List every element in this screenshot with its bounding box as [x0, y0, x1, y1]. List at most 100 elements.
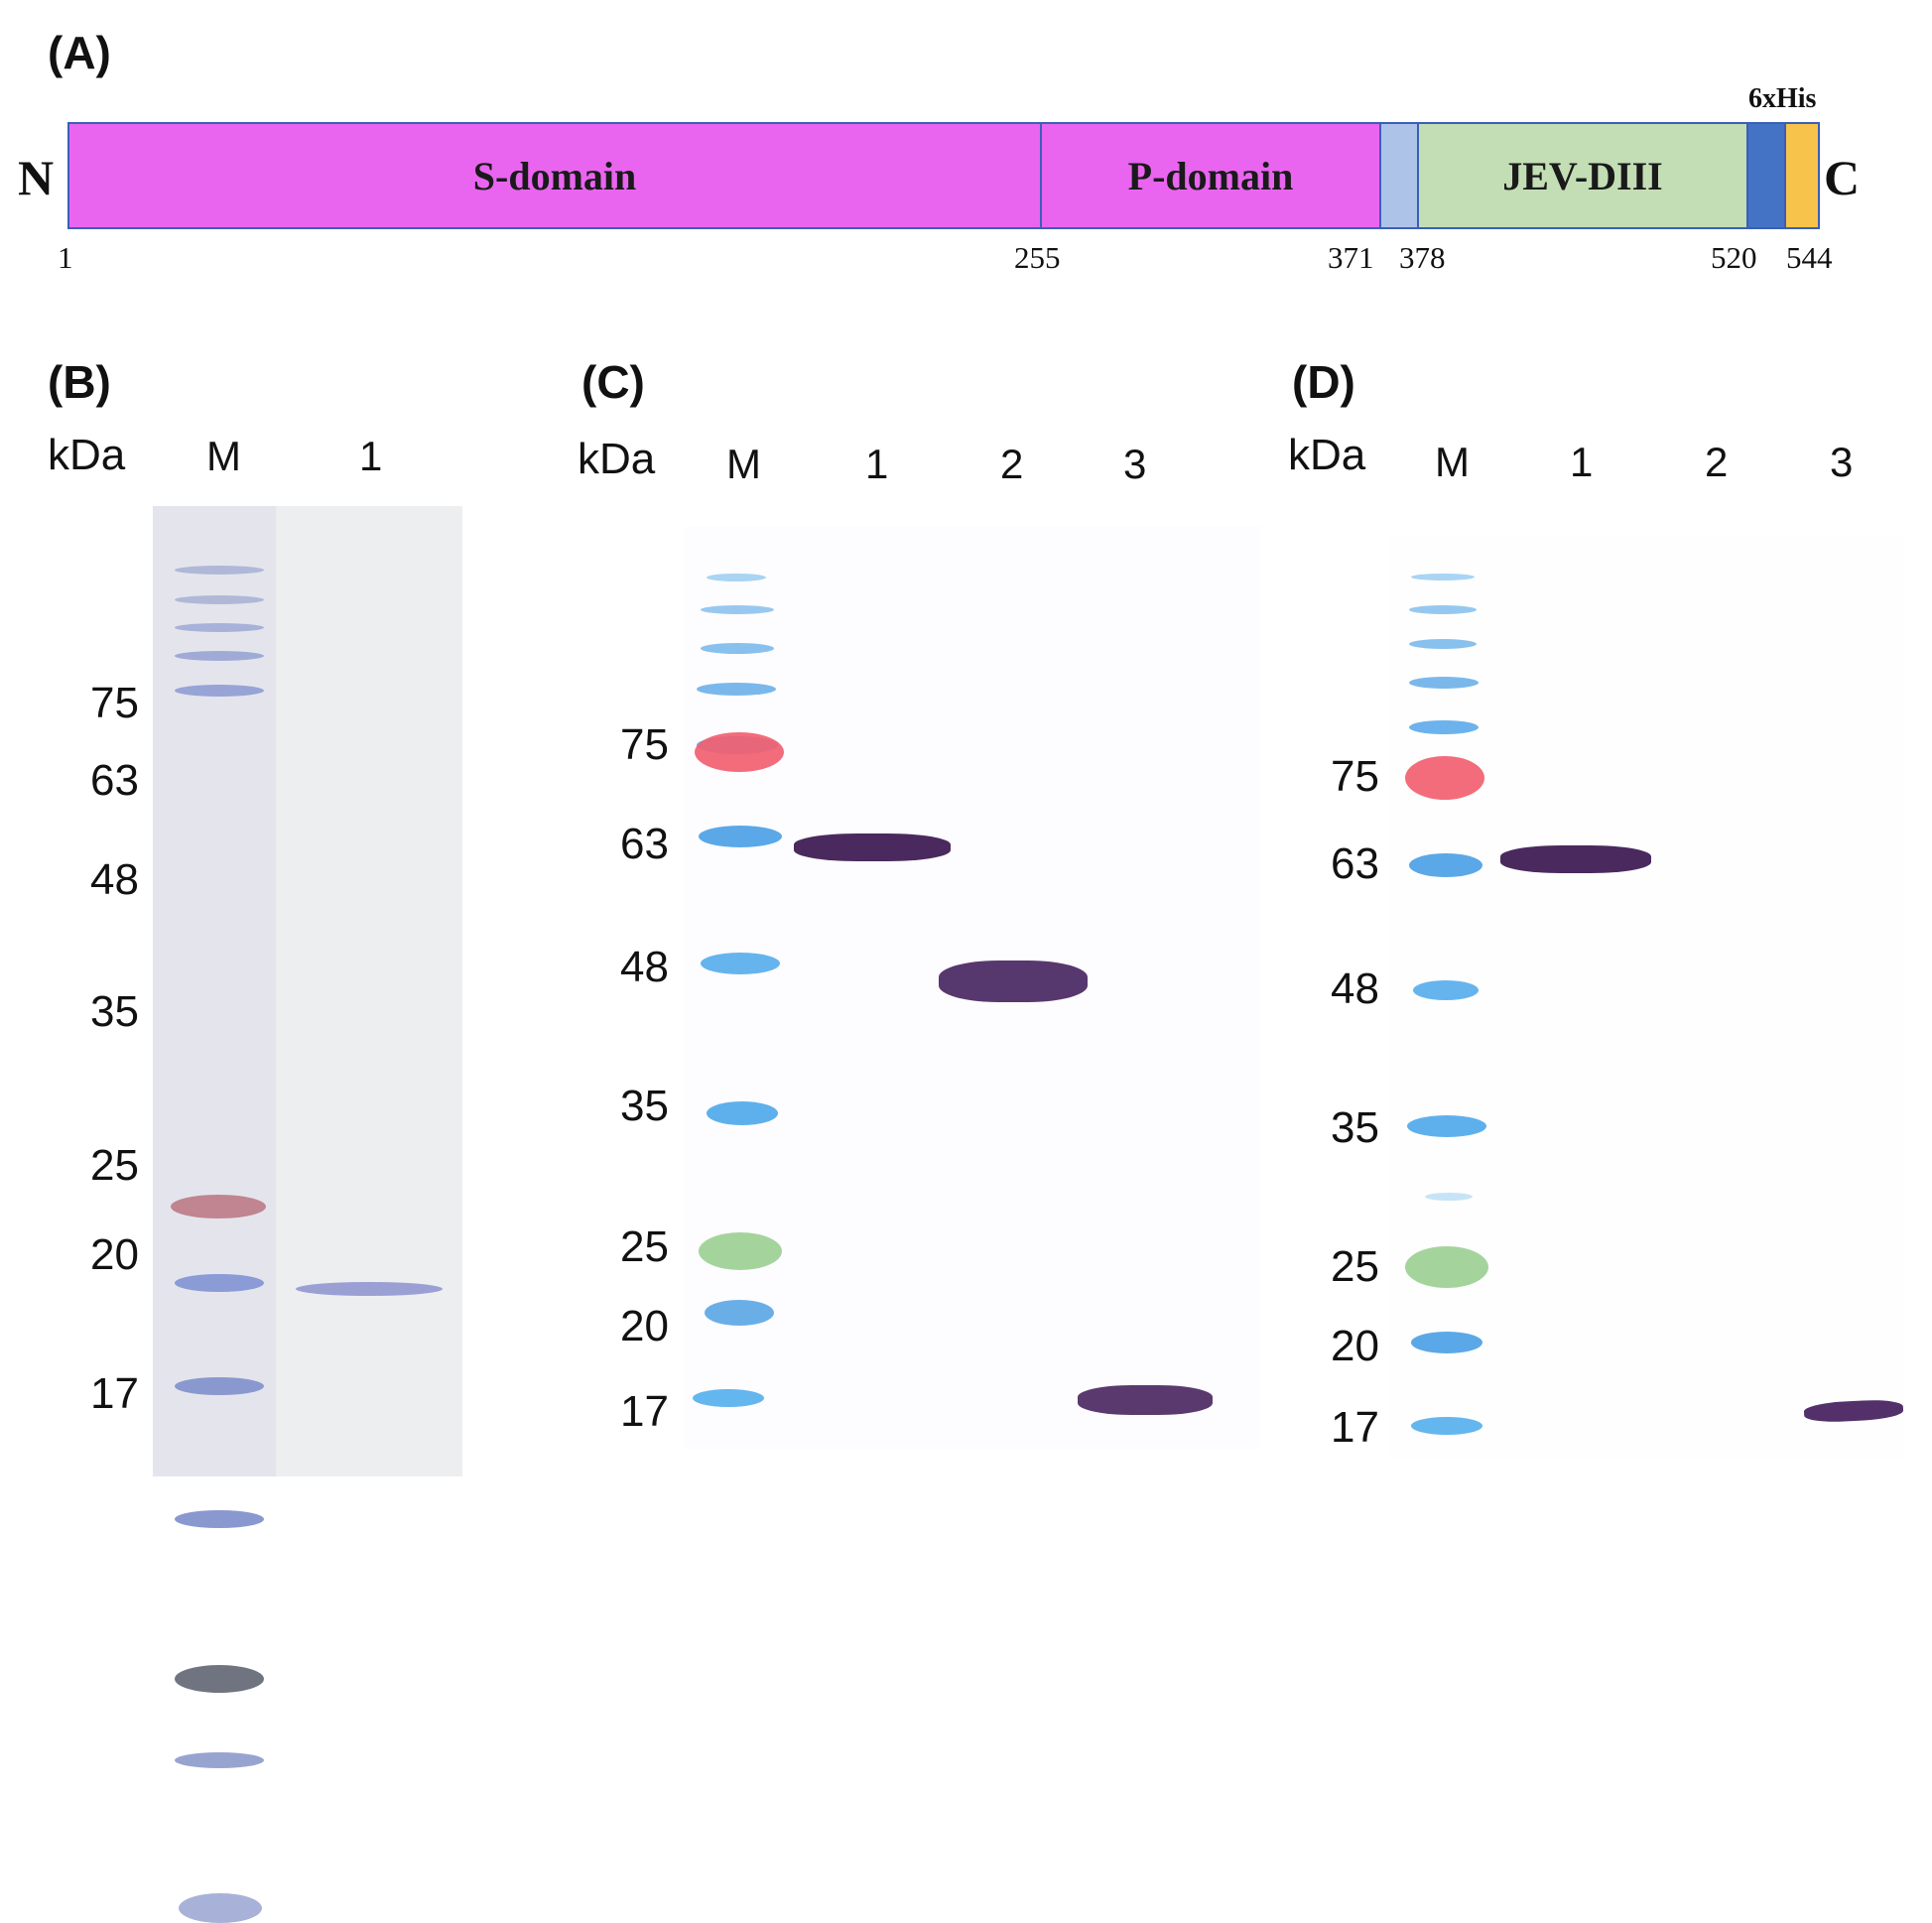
panel-b-ladder-band	[175, 685, 264, 697]
panel-b-kda-label: kDa	[48, 431, 126, 479]
panel-b-sample-band	[296, 1282, 443, 1296]
panel-c-marker-20: 20	[620, 1302, 669, 1350]
panel-c-lane-1: 1	[865, 441, 889, 487]
linker-segment	[1379, 122, 1419, 229]
panel-b-marker-35: 35	[90, 987, 139, 1036]
panel-b-ladder-band-48	[175, 1377, 264, 1395]
panel-c-ladder-band	[701, 605, 774, 614]
panel-b-ladder-band	[175, 651, 264, 661]
panel-c-marker-75: 75	[620, 720, 669, 769]
panel-d-lane-2: 2	[1705, 439, 1729, 485]
p-domain-segment: P-domain	[1040, 122, 1381, 229]
panel-d-lane-1-band	[1500, 845, 1651, 873]
panel-a-label: (A)	[48, 27, 111, 78]
n-terminus-label: N	[18, 150, 55, 205]
panel-d-ladder-band	[1409, 677, 1479, 689]
panel-d-ladder-band-63	[1409, 853, 1482, 877]
his-tag-segment	[1746, 122, 1786, 229]
panel-d-ladder-band-25	[1405, 1246, 1488, 1288]
panel-b-ladder-band	[175, 595, 264, 604]
panel-d-ladder-band	[1409, 720, 1479, 734]
panel-c-lane-2-band	[939, 961, 1088, 1002]
panel-c-ladder-band	[697, 683, 776, 696]
panel-c-ladder-band	[707, 574, 766, 581]
panel-c-marker-48: 48	[620, 943, 669, 991]
panel-b-marker-75: 75	[90, 679, 139, 727]
jev-diii-label: JEV-DIII	[1502, 153, 1663, 198]
panel-b-ladder-band	[175, 623, 264, 632]
panel-d-marker-35: 35	[1331, 1103, 1379, 1152]
panel-d-marker-25: 25	[1331, 1242, 1379, 1291]
position-255: 255	[1014, 240, 1061, 275]
panel-c-kda-label: kDa	[578, 435, 656, 483]
panel-c-lane-3: 3	[1123, 441, 1147, 487]
panel-b-marker-48: 48	[90, 855, 139, 904]
panel-c-ladder-band	[701, 643, 774, 654]
panel-c-marker-25: 25	[620, 1222, 669, 1271]
panel-c-ladder-band-20	[705, 1300, 774, 1326]
panel-c-ladder-band-75	[695, 732, 784, 772]
panel-c-lane-m: M	[726, 441, 761, 487]
panel-c-lane-3-band	[1078, 1385, 1213, 1415]
panel-d-marker-48: 48	[1331, 964, 1379, 1013]
panel-d-lane-m: M	[1435, 439, 1470, 485]
panel-c-lane-1-band	[794, 833, 951, 861]
panel-c-marker-63: 63	[620, 820, 669, 868]
position-520: 520	[1711, 240, 1757, 275]
p-domain-label: P-domain	[1127, 153, 1294, 198]
position-378: 378	[1399, 240, 1446, 275]
panel-d-ladder-band	[1409, 605, 1477, 614]
panel-d-lane-3: 3	[1830, 439, 1854, 485]
panel-d-marker-20: 20	[1331, 1322, 1379, 1370]
panel-c-ladder-band-25	[699, 1232, 782, 1270]
panel-d-ladder-band	[1409, 639, 1477, 649]
panel-c-marker-35: 35	[620, 1082, 669, 1130]
panel-d-lane-1: 1	[1570, 439, 1594, 485]
panel-d-marker-17: 17	[1331, 1403, 1379, 1452]
panel-b-marker-25: 25	[90, 1141, 139, 1190]
panel-d-lane-3-band	[1803, 1398, 1904, 1424]
panel-c-ladder-band-63	[699, 826, 782, 847]
position-544: 544	[1786, 240, 1833, 275]
panel-d-kda-label: kDa	[1288, 431, 1366, 479]
panel-d-membrane	[1389, 536, 1905, 1459]
panel-b-lane-1: 1	[359, 433, 383, 479]
panel-b-ladder-band-20	[175, 1752, 264, 1768]
position-371: 371	[1328, 240, 1374, 275]
panel-b-ladder-lane	[153, 506, 276, 1476]
panel-d-ladder-band	[1411, 574, 1475, 580]
panel-d-marker-63: 63	[1331, 839, 1379, 888]
panel-b-marker-17: 17	[90, 1369, 139, 1418]
panel-d-ladder-band-20	[1411, 1332, 1482, 1353]
c-tail-segment	[1784, 122, 1820, 229]
panel-c-ladder-band-35	[707, 1101, 778, 1125]
panel-b-ladder-band	[175, 566, 264, 575]
position-1: 1	[58, 240, 73, 275]
jev-diii-segment: JEV-DIII	[1417, 122, 1748, 229]
s-domain-segment: S-domain	[67, 122, 1042, 229]
panel-b-marker-63: 63	[90, 756, 139, 805]
panel-d-ladder-band	[1425, 1193, 1473, 1201]
panel-b-ladder-band-35	[175, 1510, 264, 1528]
panel-d-marker-75: 75	[1331, 752, 1379, 801]
panel-d-label: (D)	[1292, 356, 1355, 408]
panel-b-ladder-band-75	[171, 1195, 266, 1218]
panel-d-ladder-band-17	[1411, 1417, 1482, 1435]
panel-c-ladder-band-17	[693, 1389, 764, 1407]
s-domain-label: S-domain	[472, 153, 637, 198]
panel-c-lane-2: 2	[1000, 441, 1024, 487]
panel-c-marker-17: 17	[620, 1387, 669, 1436]
his-tag-label: 6xHis	[1748, 83, 1817, 114]
panel-d-ladder-band-35	[1407, 1115, 1486, 1137]
panel-c-ladder-band-48	[701, 953, 780, 974]
panel-b-ladder-band-17	[179, 1893, 262, 1923]
panel-c-membrane	[685, 526, 1260, 1449]
panel-d-ladder-band-48	[1413, 980, 1479, 1000]
panel-b-marker-20: 20	[90, 1230, 139, 1279]
panel-b-label: (B)	[48, 356, 111, 408]
panel-d-ladder-band-75	[1405, 756, 1484, 800]
panel-b-ladder-band-25	[175, 1665, 264, 1693]
panel-c-label: (C)	[581, 356, 645, 408]
panel-b-gel	[153, 506, 462, 1923]
panel-b-ladder-band-63	[175, 1274, 264, 1292]
